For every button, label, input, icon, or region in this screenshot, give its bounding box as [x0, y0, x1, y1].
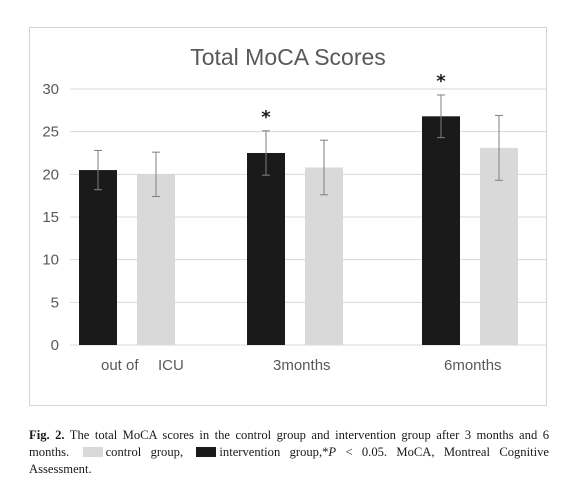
control-bar	[305, 167, 343, 345]
intervention-bar	[79, 170, 117, 345]
x-tick-labels: out of ICU 3months 6months	[101, 357, 502, 374]
caption-p-star: *	[322, 445, 329, 459]
intervention-swatch	[196, 447, 217, 457]
significance-star: *	[261, 107, 271, 128]
bars	[79, 116, 518, 345]
caption-p-letter: P	[328, 445, 337, 459]
y-tick-label: 30	[42, 81, 59, 98]
y-tick-label: 20	[42, 166, 59, 183]
caption-intervention-label: intervention group,	[219, 445, 323, 459]
y-tick-label: 25	[42, 124, 59, 141]
control-swatch	[82, 447, 103, 457]
x-tick-label: 3months	[273, 357, 331, 374]
caption-main-text: The total MoCA scores in the control gro…	[29, 428, 549, 459]
caption-p-value: < 0.05.	[345, 445, 388, 459]
y-tick-labels: 0 5 10 15 20 25 30	[42, 81, 59, 354]
y-tick-label: 0	[51, 337, 59, 354]
figure-label: Fig. 2.	[29, 428, 65, 442]
caption-control-label: control group,	[105, 445, 184, 459]
caption-abbreviation: MoCA, Montreal Cognitive Assessment.	[29, 445, 549, 476]
x-tick-label: 6months	[444, 357, 502, 374]
x-tick-label: out of	[101, 357, 139, 374]
chart-title: Total MoCA Scores	[190, 44, 386, 70]
y-tick-label: 5	[51, 294, 59, 311]
y-tick-label: 10	[42, 252, 59, 269]
y-tick-label: 15	[42, 209, 59, 226]
intervention-bar	[422, 116, 460, 345]
intervention-bar	[247, 153, 285, 345]
x-tick-label: ICU	[158, 357, 184, 374]
control-bar	[137, 174, 175, 345]
error-bars	[94, 94, 503, 198]
chart-frame: Total MoCA Scores 0 5 10 15 20 25 30 * * out of…	[29, 27, 547, 406]
significance-star: *	[436, 71, 446, 92]
figure-caption: Fig. 2. The total MoCA scores in the con…	[29, 427, 549, 478]
significance-markers: **	[261, 71, 446, 128]
